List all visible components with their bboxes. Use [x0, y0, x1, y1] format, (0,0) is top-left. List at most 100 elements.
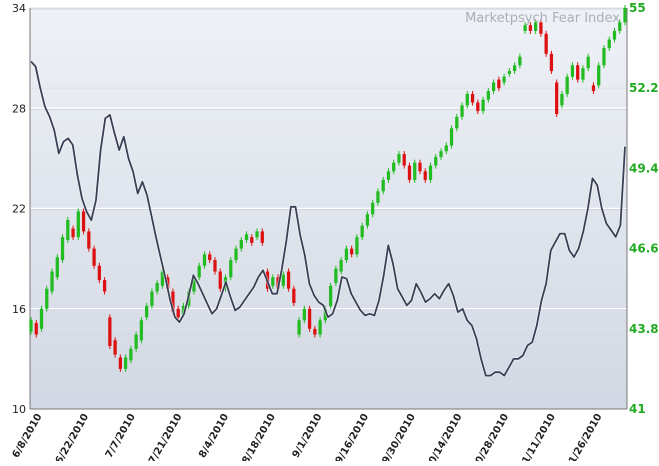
- candle-body: [465, 93, 469, 106]
- grid-lines: [30, 7, 627, 330]
- candle-body: [392, 162, 396, 172]
- candle-body: [39, 308, 44, 329]
- candle-body: [108, 317, 112, 346]
- candle-body: [155, 282, 159, 292]
- candle-body: [328, 285, 333, 306]
- candle-body: [202, 254, 207, 266]
- candle-body: [512, 65, 517, 72]
- candle-body: [76, 211, 80, 238]
- candle-body: [239, 240, 243, 249]
- candle-body: [192, 277, 196, 292]
- candle-body: [407, 165, 412, 180]
- candle-body: [418, 162, 422, 172]
- axes: [29, 8, 628, 410]
- candle-body: [218, 271, 222, 289]
- candle-body: [34, 323, 38, 335]
- candle-body: [371, 202, 375, 215]
- y-right-tick-label: 52.2: [629, 81, 659, 95]
- candle-body: [470, 93, 475, 103]
- candle-body: [271, 277, 275, 286]
- candle-body: [386, 171, 391, 180]
- y-right-tick-label: 41: [629, 402, 646, 416]
- candle-body: [60, 237, 65, 261]
- candle-body: [134, 334, 138, 349]
- candle-body: [139, 320, 144, 341]
- candlestick-series: [29, 5, 627, 372]
- candle-body: [576, 65, 580, 80]
- candle-body: [171, 291, 175, 312]
- candle-body: [29, 320, 33, 332]
- candle-body: [486, 91, 490, 100]
- y-left-tick-label: 22: [12, 203, 26, 216]
- candle-body: [376, 191, 380, 203]
- candle-body: [307, 308, 312, 329]
- candle-body: [213, 260, 217, 272]
- candle-body: [355, 237, 359, 255]
- candle-body: [502, 76, 506, 83]
- candle-body: [160, 271, 165, 286]
- candle-body: [145, 305, 149, 318]
- candle-body: [302, 308, 306, 321]
- candle-body: [229, 260, 233, 278]
- candle-body: [413, 162, 417, 180]
- candle-body: [255, 231, 259, 238]
- candle-body: [97, 265, 101, 281]
- candle-body: [45, 288, 49, 309]
- candle-body: [66, 219, 70, 241]
- fear-line: [30, 60, 626, 377]
- candle-body: [234, 248, 238, 261]
- candle-body: [50, 271, 54, 292]
- candle-body: [570, 65, 575, 77]
- candle-body: [549, 53, 554, 72]
- candle-body: [397, 154, 401, 163]
- candle-body: [481, 99, 485, 112]
- candle-body: [208, 254, 212, 261]
- candle-body: [434, 156, 438, 166]
- candle-body: [612, 30, 617, 40]
- candle-body: [55, 257, 59, 278]
- candle-body: [286, 271, 291, 289]
- candle-body: [602, 48, 606, 66]
- candle-body: [360, 225, 364, 238]
- candle-body: [150, 291, 154, 306]
- candle-body: [423, 171, 427, 180]
- candle-body: [623, 8, 627, 23]
- candle-body: [565, 76, 569, 94]
- candle-body: [581, 68, 585, 80]
- fear-index-line-series: [29, 60, 627, 378]
- y-left-tick-label: 10: [12, 403, 26, 416]
- y-left-tick-label: 34: [12, 2, 26, 15]
- candle-body: [92, 248, 96, 266]
- candle-body: [476, 102, 480, 112]
- candle-body: [318, 320, 322, 335]
- candle-body: [539, 22, 543, 34]
- candle-body: [555, 82, 559, 114]
- chart-title: Marketpsych Fear Index: [465, 11, 620, 26]
- candle-body: [292, 288, 296, 304]
- candle-body: [560, 93, 564, 106]
- candle-body: [297, 320, 301, 335]
- candle-body: [350, 248, 354, 255]
- candle-body: [544, 33, 548, 54]
- candle-body: [250, 237, 254, 243]
- candle-body: [618, 22, 622, 31]
- candle-body: [444, 145, 448, 152]
- candle-body: [339, 260, 343, 272]
- candle-body: [528, 25, 533, 31]
- candle-body: [113, 340, 117, 355]
- candle-body: [586, 56, 590, 69]
- y-right-tick-label: 43.8: [629, 322, 659, 336]
- candle-body: [344, 248, 349, 261]
- candle-body: [123, 357, 128, 369]
- candle-body: [71, 228, 75, 238]
- y-right-tick-label: 55: [629, 1, 646, 15]
- candle-body: [497, 79, 501, 89]
- candle-body: [460, 105, 464, 117]
- candle-body: [87, 231, 91, 249]
- candle-body: [402, 154, 406, 166]
- candle-body: [102, 280, 107, 292]
- candle-body: [334, 268, 338, 283]
- candle-body: [81, 211, 86, 232]
